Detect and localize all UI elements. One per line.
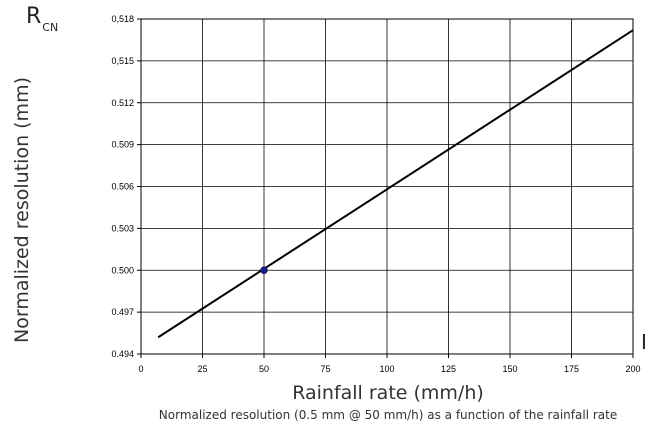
y-tick-label: 0.509	[111, 140, 134, 150]
x-tick-label: 25	[197, 364, 207, 374]
corner-label: RCN	[26, 4, 58, 34]
x-tick-label: 175	[564, 364, 579, 374]
y-tick-label: 0.506	[111, 182, 134, 192]
x-axis-label: Rainfall rate (mm/h)	[292, 382, 484, 404]
y-tick-label: 0.503	[111, 223, 134, 233]
x-tick-label: 100	[379, 364, 394, 374]
y-tick-label: 0.494	[111, 349, 134, 359]
x-tick-label: 50	[259, 364, 269, 374]
y-tick-label: 0,518	[111, 14, 134, 24]
x-tick-label: 125	[441, 364, 456, 374]
y-tick-label: 0.512	[111, 98, 134, 108]
y-tick-label: 0,515	[111, 56, 134, 66]
x-tick-label: 75	[320, 364, 330, 374]
reference-point	[260, 266, 268, 274]
y-tick-label: 0.500	[111, 265, 134, 275]
series-line	[157, 29, 634, 339]
chart-caption: Normalized resolution (0.5 mm @ 50 mm/h)…	[158, 408, 618, 422]
x-tick-label: 150	[502, 364, 517, 374]
y-tick-label: 0.497	[111, 307, 134, 317]
x-tick-label: 200	[625, 364, 640, 374]
side-mark: I	[641, 330, 647, 354]
x-tick-label: 0	[138, 364, 143, 374]
corner-label-sub: CN	[42, 21, 59, 34]
corner-label-main: R	[26, 4, 42, 29]
